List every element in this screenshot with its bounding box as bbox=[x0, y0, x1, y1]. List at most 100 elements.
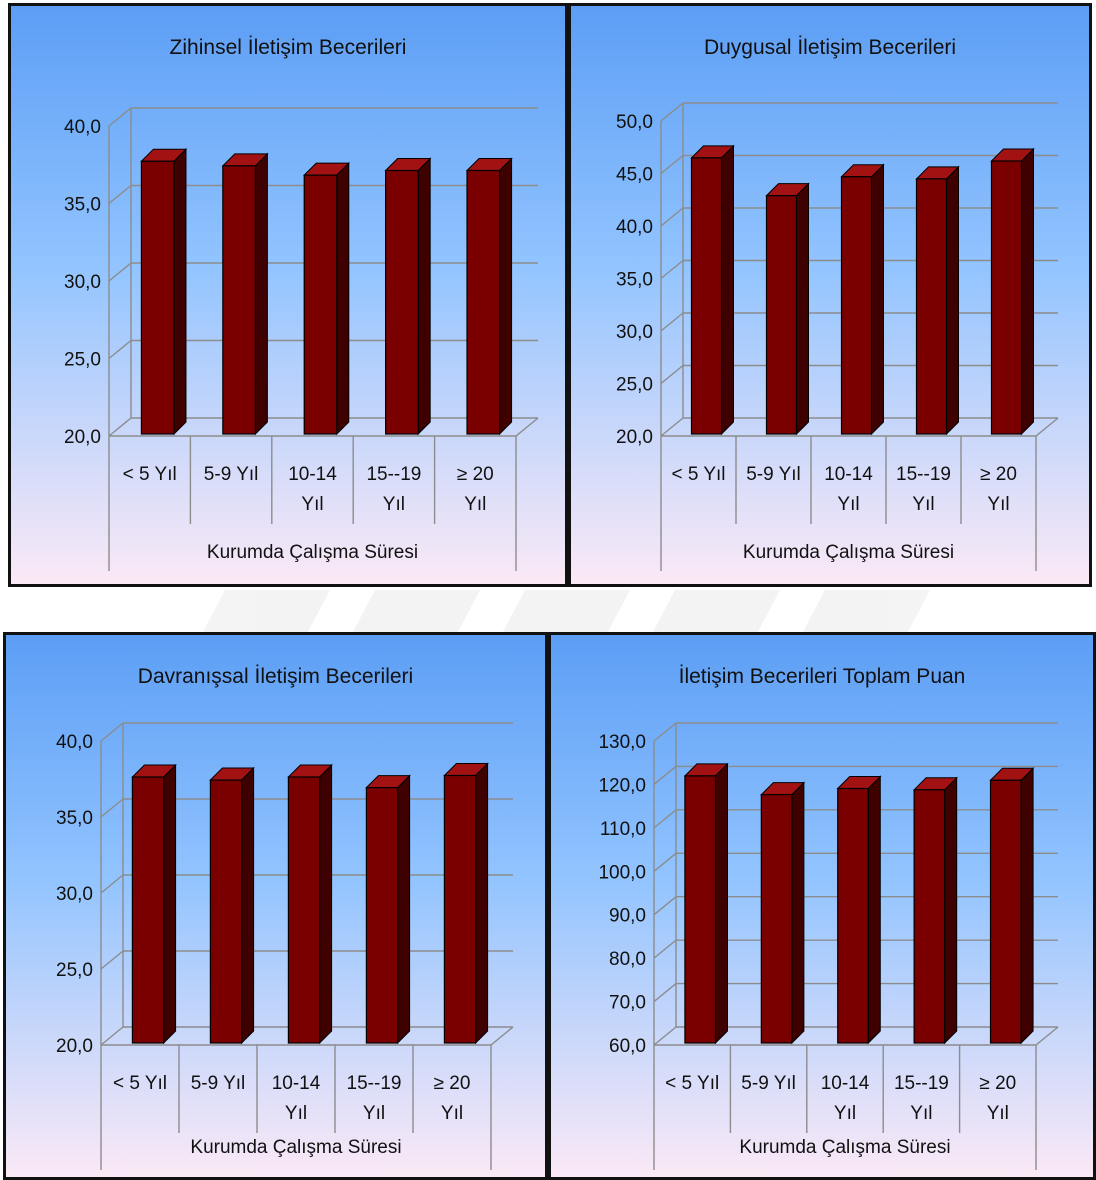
bar-side bbox=[1021, 147, 1034, 436]
gridline-depth bbox=[100, 874, 124, 894]
x-axis-label: Kurumda Çalışma Süresi bbox=[190, 1137, 401, 1158]
gridline-depth bbox=[660, 417, 684, 437]
y-tick-label: 40,0 bbox=[64, 117, 101, 138]
x-tick-label: < 5 Yıl bbox=[671, 464, 725, 485]
y-tick-label: 110,0 bbox=[600, 819, 646, 840]
x-tick-label: 15--19 bbox=[366, 464, 421, 485]
x-tick-label: Yıl bbox=[363, 1103, 385, 1124]
y-tick-label: 25,0 bbox=[56, 960, 93, 981]
y-tick-label: 40,0 bbox=[56, 732, 93, 753]
bar-side bbox=[163, 763, 177, 1045]
x-tick-label: Yıl bbox=[464, 494, 486, 515]
x-axis-label: Kurumda Çalışma Süresi bbox=[739, 1137, 950, 1158]
gridline-depth bbox=[108, 107, 132, 127]
bar-side bbox=[241, 766, 255, 1045]
x-tick-label: 10-14 bbox=[288, 464, 337, 485]
chart-title: Zihinsel İletişim Becerileri bbox=[170, 36, 407, 59]
y-tick-label: 60,0 bbox=[609, 1036, 646, 1057]
gridline-depth bbox=[653, 983, 677, 1003]
chart-davranissal: Davranışsal İletişim Becerileri 20,0 25,0 3… bbox=[6, 635, 545, 1177]
chart-panel-davranissal: Davranışsal İletişim Becerileri 20,0 25,0 3… bbox=[3, 632, 548, 1180]
bar-side bbox=[173, 147, 187, 436]
bar bbox=[840, 176, 873, 435]
bar bbox=[131, 776, 165, 1044]
y-tick-label: 20,0 bbox=[56, 1036, 93, 1057]
x-tick-label: < 5 Yıl bbox=[113, 1073, 167, 1094]
bar-side bbox=[319, 763, 333, 1045]
y-tick-label: 130,0 bbox=[598, 732, 646, 753]
bar bbox=[303, 174, 338, 435]
bar bbox=[690, 157, 723, 435]
bar-side bbox=[475, 762, 489, 1045]
gridline-depth bbox=[108, 417, 132, 437]
bar bbox=[443, 774, 477, 1044]
bar bbox=[837, 787, 869, 1044]
gridline-depth bbox=[660, 364, 684, 385]
gridline-depth bbox=[100, 722, 124, 742]
y-tick-label: 20,0 bbox=[64, 427, 101, 448]
gridline-depth bbox=[653, 852, 677, 872]
bar-side bbox=[417, 157, 431, 436]
y-tick-label: 25,0 bbox=[64, 350, 101, 371]
bar bbox=[209, 779, 243, 1044]
chart-panel-zihinsel: Zihinsel İletişim Becerileri 20,0 25,0 30,0… bbox=[8, 3, 568, 587]
gridline-depth bbox=[653, 896, 677, 916]
bar-side bbox=[714, 762, 728, 1045]
bar bbox=[913, 789, 946, 1044]
gridline-depth bbox=[653, 722, 677, 742]
x-tick-label: Yıl bbox=[834, 1103, 856, 1124]
gridline-depth bbox=[100, 1026, 124, 1046]
bar bbox=[466, 169, 501, 435]
gridline-depth bbox=[660, 102, 684, 122]
x-tick-label: ≥ 20 bbox=[457, 464, 494, 485]
x-tick-label: ≥ 20 bbox=[979, 1073, 1016, 1094]
x-tick-label: Yıl bbox=[910, 1103, 932, 1124]
x-tick-label: ≥ 20 bbox=[434, 1073, 471, 1094]
x-tick-label: 10-14 bbox=[824, 464, 873, 485]
bar bbox=[989, 779, 1022, 1044]
chart-title: Duygusal İletişim Becerileri bbox=[704, 36, 956, 59]
y-tick-label: 80,0 bbox=[609, 949, 646, 970]
chart-title: İletişim Becerileri Toplam Puan bbox=[679, 665, 966, 688]
bar bbox=[760, 793, 793, 1044]
y-tick-label: 20,0 bbox=[616, 427, 653, 448]
x-tick-label: 10-14 bbox=[272, 1073, 321, 1094]
bar-side bbox=[1020, 767, 1034, 1045]
x-tick-label: < 5 Yıl bbox=[123, 464, 177, 485]
x-tick-label: Yıl bbox=[987, 1103, 1009, 1124]
x-tick-label: Yıl bbox=[285, 1103, 307, 1124]
chart-title: Davranışsal İletişim Becerileri bbox=[138, 665, 413, 688]
y-tick-label: 25,0 bbox=[616, 375, 653, 396]
bar bbox=[287, 776, 321, 1044]
x-axis-label: Kurumda Çalışma Süresi bbox=[207, 542, 418, 563]
gridline-depth bbox=[100, 798, 124, 818]
gridline-depth bbox=[660, 154, 684, 175]
bar bbox=[684, 775, 717, 1044]
y-tick-label: 35,0 bbox=[56, 808, 93, 829]
y-tick-label: 35,0 bbox=[64, 195, 101, 216]
bar-side bbox=[867, 775, 881, 1045]
bar-side bbox=[254, 152, 268, 436]
gridline-depth bbox=[653, 939, 677, 959]
y-tick-label: 30,0 bbox=[616, 322, 653, 343]
y-tick-label: 40,0 bbox=[616, 217, 653, 238]
bar-side bbox=[871, 163, 884, 436]
bar bbox=[765, 195, 798, 435]
x-tick-label: ≥ 20 bbox=[980, 464, 1017, 485]
bar-side bbox=[721, 144, 734, 436]
x-tick-label: Yıl bbox=[383, 494, 405, 515]
x-tick-label: 5-9 Yıl bbox=[741, 1073, 796, 1094]
gridline-depth bbox=[660, 207, 684, 227]
bar-side bbox=[791, 781, 805, 1045]
x-tick-label: 10-14 bbox=[821, 1073, 870, 1094]
bar bbox=[222, 165, 256, 435]
y-tick-label: 30,0 bbox=[56, 884, 93, 905]
y-tick-label: 45,0 bbox=[616, 165, 653, 186]
gridline-depth bbox=[660, 312, 684, 332]
gridline-depth bbox=[108, 262, 132, 282]
x-tick-label: Yıl bbox=[987, 494, 1009, 515]
x-tick-label: 5-9 Yıl bbox=[191, 1073, 246, 1094]
x-tick-label: 5-9 Yıl bbox=[204, 464, 259, 485]
gridline-depth bbox=[653, 809, 677, 829]
chart-panel-duygusal: Duygusal İletişim Becerileri 20,0 25,0 30,0… bbox=[568, 3, 1092, 587]
